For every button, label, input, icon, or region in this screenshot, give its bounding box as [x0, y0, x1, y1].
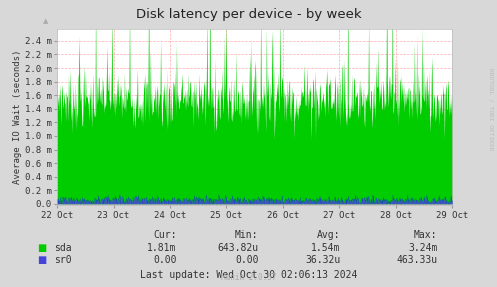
Text: sda: sda	[54, 243, 71, 253]
Text: 463.33u: 463.33u	[396, 255, 437, 265]
Text: Min:: Min:	[235, 230, 258, 240]
Text: Cur:: Cur:	[153, 230, 176, 240]
Text: RRDTOOL / TOBI OETIKER: RRDTOOL / TOBI OETIKER	[488, 68, 493, 150]
Text: 0.00: 0.00	[153, 255, 176, 265]
Text: 36.32u: 36.32u	[305, 255, 340, 265]
Text: ■: ■	[38, 243, 47, 253]
Text: 643.82u: 643.82u	[217, 243, 258, 253]
Y-axis label: Average IO Wait (seconds): Average IO Wait (seconds)	[13, 50, 22, 184]
Text: ▲: ▲	[43, 19, 49, 24]
Text: Avg:: Avg:	[317, 230, 340, 240]
Text: Disk latency per device - by week: Disk latency per device - by week	[136, 8, 361, 21]
Text: 1.81m: 1.81m	[147, 243, 176, 253]
Text: 3.24m: 3.24m	[408, 243, 437, 253]
Text: Max:: Max:	[414, 230, 437, 240]
Text: Last update: Wed Oct 30 02:06:13 2024: Last update: Wed Oct 30 02:06:13 2024	[140, 270, 357, 280]
Text: 1.54m: 1.54m	[311, 243, 340, 253]
Text: 0.00: 0.00	[235, 255, 258, 265]
Text: ■: ■	[38, 255, 47, 265]
Text: sr0: sr0	[54, 255, 71, 265]
Text: Munin 2.0.57: Munin 2.0.57	[221, 273, 276, 282]
